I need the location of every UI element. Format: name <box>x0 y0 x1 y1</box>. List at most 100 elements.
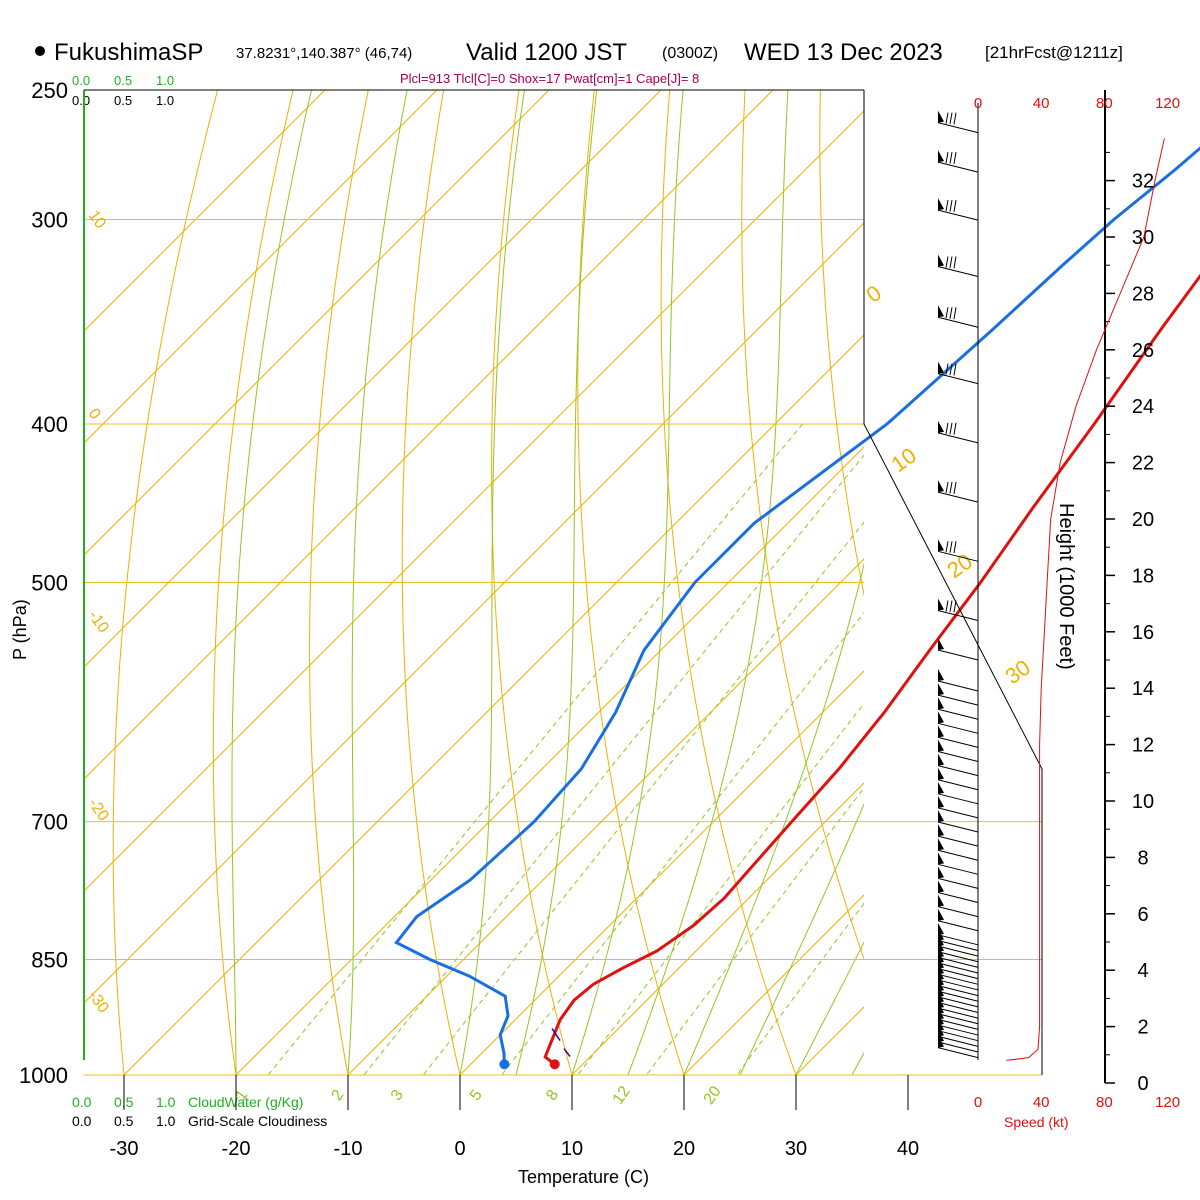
wind-barb-pennant <box>938 880 944 893</box>
dry-adiabat-line <box>401 90 461 1075</box>
wind-barb-staff <box>937 951 979 963</box>
moist-adiabat-line <box>515 90 598 1075</box>
moist-adiabat-line <box>347 90 408 1075</box>
wind-barb-feather <box>945 307 949 319</box>
wind-barb-pennant <box>938 254 944 267</box>
mixing-ratio-line <box>577 702 864 1075</box>
mixing-ratio-line <box>501 612 864 1075</box>
wind-barb-feather <box>949 256 953 268</box>
wind-barb-staff <box>937 906 979 918</box>
wind-barb-pennant <box>938 922 944 935</box>
wind-barb-feather <box>953 541 957 554</box>
temp-tick-label: -30 <box>110 1138 139 1160</box>
wind-barb-staff <box>937 962 979 974</box>
mixing-ratio-label: 20 <box>701 1083 725 1107</box>
dry-adiabat-line <box>896 90 1150 1110</box>
height-tick-label: 20 <box>1132 509 1154 531</box>
wind-barb-feather <box>949 541 953 553</box>
speed-tick-label-top: 0 <box>974 95 982 112</box>
plot-border-right <box>863 90 1043 1075</box>
wind-layer <box>937 110 1165 1061</box>
wind-barb-staff <box>937 550 979 562</box>
pressure-tick-label: 1000 <box>19 1063 68 1088</box>
wind-barb-staff <box>937 765 979 777</box>
wind-barb-staff <box>937 979 979 991</box>
temperature-line <box>543 273 1200 1066</box>
parcel-lift-dash <box>563 1048 571 1058</box>
cloud-scale-bottom: 0.0 0.5 1.0 CloudWater (g/Kg) 0.0 0.5 1.… <box>72 1094 327 1129</box>
cloud-scale-black-1: 0.5 <box>114 93 132 108</box>
date: WED 13 Dec 2023 <box>744 39 943 66</box>
height-tick-label: 18 <box>1132 565 1154 587</box>
wind-barb-feather <box>953 199 957 212</box>
wind-barb-feather <box>949 481 953 494</box>
wind-barb-pennant <box>938 638 944 650</box>
wind-barb-staff <box>937 610 979 622</box>
wind-barb-pennant <box>938 838 944 851</box>
mixing-ratio-line <box>267 423 803 1075</box>
wind-barb-pennant <box>938 894 944 907</box>
moist-adiabat-line <box>683 562 864 1075</box>
temp-tick-label: 30 <box>785 1138 807 1160</box>
height-tick-label: 28 <box>1132 283 1154 305</box>
wind-barb-staff <box>937 1024 979 1036</box>
wind-barb-staff <box>937 835 979 847</box>
wind-barb-feather <box>945 152 949 164</box>
dry-adiabat-label: -10 <box>85 608 112 637</box>
dry-adiabat-label: 0 <box>85 406 104 423</box>
wind-barb-feather <box>945 199 949 212</box>
mixing-ratio-label: 8 <box>543 1087 562 1104</box>
isotherm-line <box>84 90 550 556</box>
speed-tick-label-bottom: 120 <box>1155 1094 1180 1111</box>
wind-barb-pennant <box>938 305 944 318</box>
mixing-ratio-label: 12 <box>610 1083 634 1107</box>
height-tick-label: 26 <box>1132 340 1154 362</box>
height-tick-label: 2 <box>1137 1017 1148 1039</box>
grid-layer <box>84 89 1150 1110</box>
wind-barb-staff <box>937 973 979 985</box>
wind-barb-staff <box>937 122 979 134</box>
height-tick-label: 32 <box>1132 171 1154 193</box>
mixing-ratio-line <box>363 454 864 1075</box>
dewpoint-surface-dot <box>499 1059 510 1070</box>
wind-barb-staff <box>937 736 979 748</box>
wind-barb-staff <box>937 1047 979 1059</box>
wind-barb-feather <box>949 600 953 613</box>
parcel-lift-dash <box>551 1028 561 1041</box>
pressure-tick-label: 850 <box>31 948 68 973</box>
wind-barb-pennant <box>938 110 944 123</box>
wind-barb-feather <box>945 112 949 124</box>
wind-barb-staff <box>937 1018 979 1030</box>
wind-barb-staff <box>937 1030 979 1042</box>
cloud-scale-black-bottom-1: 0.5 <box>114 1113 134 1129</box>
dry-adiabat-line <box>741 90 864 961</box>
wind-barb-pennant <box>938 480 944 493</box>
wind-barb-staff <box>937 694 979 706</box>
wind-barb-feather <box>949 152 953 164</box>
height-tick-label: 14 <box>1132 678 1154 700</box>
grid-clipped <box>84 90 1150 1110</box>
speed-tick-label-bottom: 80 <box>1096 1094 1113 1111</box>
height-tick-label: 22 <box>1132 453 1154 475</box>
wind-barb-staff <box>937 990 979 1002</box>
pressure-tick-label: 250 <box>31 78 68 103</box>
height-tick-label: 24 <box>1132 396 1154 418</box>
cloud-scale-green-0: 0.0 <box>72 73 90 88</box>
speed-tick-label-top: 40 <box>1033 95 1050 112</box>
wind-barb-staff <box>937 877 979 889</box>
height-tick-label: 12 <box>1132 735 1154 757</box>
height-tick-label: 4 <box>1137 960 1148 982</box>
wind-barb-feather <box>945 600 949 612</box>
valid-time: Valid 1200 JST <box>466 39 627 66</box>
wind-barb-pennant <box>938 697 944 710</box>
speed-axis-label: Speed (kt) <box>1004 1114 1069 1130</box>
cloud-scale-green-1: 0.5 <box>114 73 132 88</box>
wind-barb-staff <box>937 491 979 503</box>
wind-barb-staff <box>937 1041 979 1053</box>
temp-tick-label: 0 <box>454 1138 465 1160</box>
temp-tick-label: 10 <box>561 1138 583 1160</box>
dry-adiabat-line <box>577 90 685 1075</box>
wind-barb-feather <box>949 307 953 319</box>
